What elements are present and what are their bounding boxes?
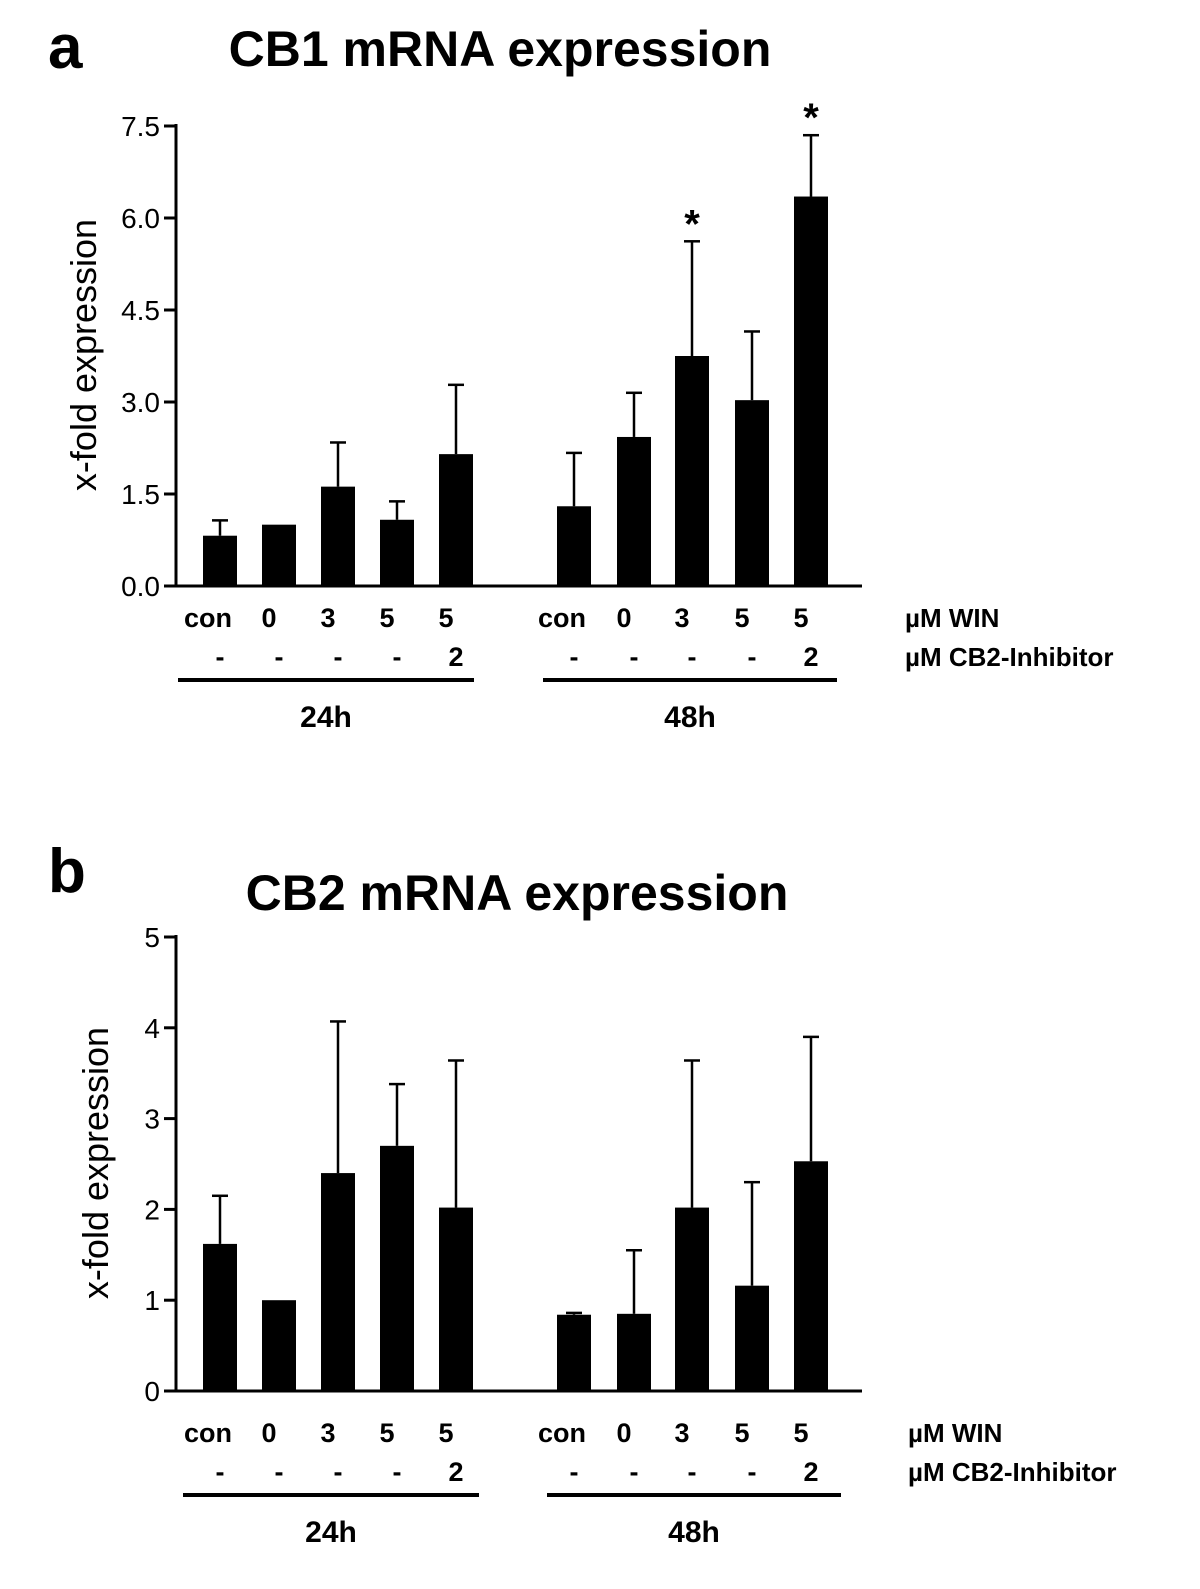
significance-marker: * — [803, 96, 819, 140]
group-label: 48h — [668, 1516, 720, 1549]
bar — [439, 1207, 473, 1391]
bar — [439, 454, 473, 586]
win-dose-label: con — [184, 603, 232, 633]
inhibitor-dose-label: 2 — [448, 642, 463, 672]
bar — [262, 524, 296, 586]
win-dose-label: con — [538, 603, 586, 633]
win-dose-label: 5 — [379, 1418, 394, 1448]
bar — [321, 1173, 355, 1391]
inhibitor-dose-label: - — [216, 1457, 225, 1487]
bar — [380, 519, 414, 586]
plot-a: 0.0 1.5 3.0 4.5 6.0 7.5 con - 0 - 3 - 5 - 5 2 24h con - 0 - *… — [121, 96, 862, 734]
y-tick-label: 7.5 — [121, 111, 160, 142]
y-tick-label: 4 — [144, 1013, 160, 1044]
inhibitor-row-label-b: µM CB2-Inhibitor — [908, 1457, 1117, 1487]
win-dose-label: 5 — [793, 1418, 808, 1448]
bar — [321, 486, 355, 586]
win-dose-label: con — [184, 1418, 232, 1448]
win-dose-label: 3 — [320, 1418, 335, 1448]
y-tick-label: 2 — [144, 1194, 160, 1225]
y-tick-label: 4.5 — [121, 295, 160, 326]
win-dose-label: 3 — [674, 1418, 689, 1448]
inhibitor-dose-label: 2 — [803, 1457, 818, 1487]
win-dose-label: con — [538, 1418, 586, 1448]
inhibitor-dose-label: - — [748, 642, 757, 672]
bar — [794, 196, 828, 587]
win-dose-label: 5 — [438, 603, 453, 633]
win-dose-label: 3 — [320, 603, 335, 633]
inhibitor-dose-label: - — [688, 1457, 697, 1487]
bar — [557, 1314, 591, 1391]
inhibitor-dose-label: - — [688, 642, 697, 672]
group-label: 24h — [300, 701, 352, 734]
inhibitor-dose-label: - — [748, 1457, 757, 1487]
inhibitor-row-label-a: µM CB2-Inhibitor — [905, 642, 1114, 672]
panel-letter-a: a — [48, 13, 83, 82]
bar — [557, 506, 591, 586]
bar — [675, 1207, 709, 1391]
inhibitor-dose-label: - — [630, 1457, 639, 1487]
inhibitor-dose-label: - — [275, 642, 284, 672]
inhibitor-dose-label: - — [216, 642, 225, 672]
significance-marker: * — [684, 202, 700, 246]
y-tick-label: 5 — [144, 922, 160, 953]
win-dose-label: 0 — [616, 603, 631, 633]
win-dose-label: 0 — [261, 1418, 276, 1448]
win-dose-label: 5 — [793, 603, 808, 633]
bar — [675, 356, 709, 586]
bar — [617, 1313, 651, 1391]
bar — [203, 1243, 237, 1391]
bar — [617, 436, 651, 586]
win-dose-label: 0 — [261, 603, 276, 633]
bar — [203, 535, 237, 586]
group-label: 24h — [305, 1516, 357, 1549]
y-tick-label: 0.0 — [121, 571, 160, 602]
inhibitor-dose-label: - — [393, 1457, 402, 1487]
y-tick-label: 1 — [144, 1285, 160, 1316]
bar — [794, 1161, 828, 1391]
bar — [735, 400, 769, 586]
chart-title-b: CB2 mRNA expression — [246, 865, 789, 921]
win-dose-label: 5 — [438, 1418, 453, 1448]
inhibitor-dose-label: - — [630, 642, 639, 672]
bar — [380, 1145, 414, 1391]
win-dose-label: 3 — [674, 603, 689, 633]
inhibitor-dose-label: - — [275, 1457, 284, 1487]
inhibitor-dose-label: - — [334, 642, 343, 672]
bar — [735, 1285, 769, 1391]
win-dose-label: 0 — [616, 1418, 631, 1448]
y-tick-label: 0 — [144, 1376, 160, 1407]
plot-b: 0 1 2 3 4 5 con - 0 - 3 - 5 - 5 2 24h con - 0 - 3 - 5 - 5 2 48h — [144, 922, 862, 1549]
win-dose-label: 5 — [379, 603, 394, 633]
y-tick-label: 3.0 — [121, 387, 160, 418]
chart-title-a: CB1 mRNA expression — [229, 21, 772, 77]
inhibitor-dose-label: - — [570, 642, 579, 672]
inhibitor-dose-label: - — [334, 1457, 343, 1487]
y-axis-label-b: x-fold expression — [75, 1027, 116, 1299]
win-dose-label: 5 — [734, 603, 749, 633]
inhibitor-dose-label: 2 — [448, 1457, 463, 1487]
panel-letter-b: b — [48, 837, 86, 906]
inhibitor-dose-label: 2 — [803, 642, 818, 672]
y-tick-label: 6.0 — [121, 203, 160, 234]
y-tick-label: 3 — [144, 1104, 160, 1135]
inhibitor-dose-label: - — [570, 1457, 579, 1487]
bar — [262, 1300, 296, 1391]
win-row-label-b: µM WIN — [908, 1418, 1002, 1448]
win-dose-label: 5 — [734, 1418, 749, 1448]
group-label: 48h — [664, 701, 716, 734]
inhibitor-dose-label: - — [393, 642, 402, 672]
y-tick-label: 1.5 — [121, 479, 160, 510]
win-row-label-a: µM WIN — [905, 603, 999, 633]
y-axis-label-a: x-fold expression — [63, 219, 104, 491]
